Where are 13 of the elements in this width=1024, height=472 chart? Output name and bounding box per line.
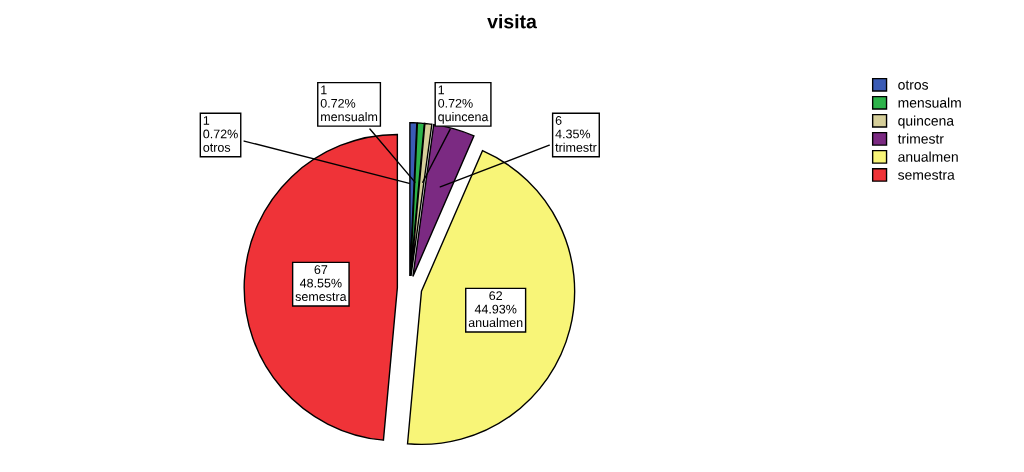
slice-label: semestra <box>295 292 347 301</box>
chart-title: visita <box>487 14 537 29</box>
legend-label: quincena <box>898 115 955 129</box>
legend-label: otros <box>898 80 929 90</box>
slice-label: otros <box>203 143 231 152</box>
legend-label: trimestr <box>897 133 944 144</box>
slice-label: anualmen <box>468 317 523 328</box>
slice-label: quincena <box>438 112 489 124</box>
slice-label: mensualm <box>321 112 378 122</box>
legend-label: semestra <box>898 170 955 180</box>
legend-label: mensualm <box>898 97 961 108</box>
slice-label: trimestr <box>555 142 597 152</box>
legend-label: anualmen <box>898 151 958 162</box>
